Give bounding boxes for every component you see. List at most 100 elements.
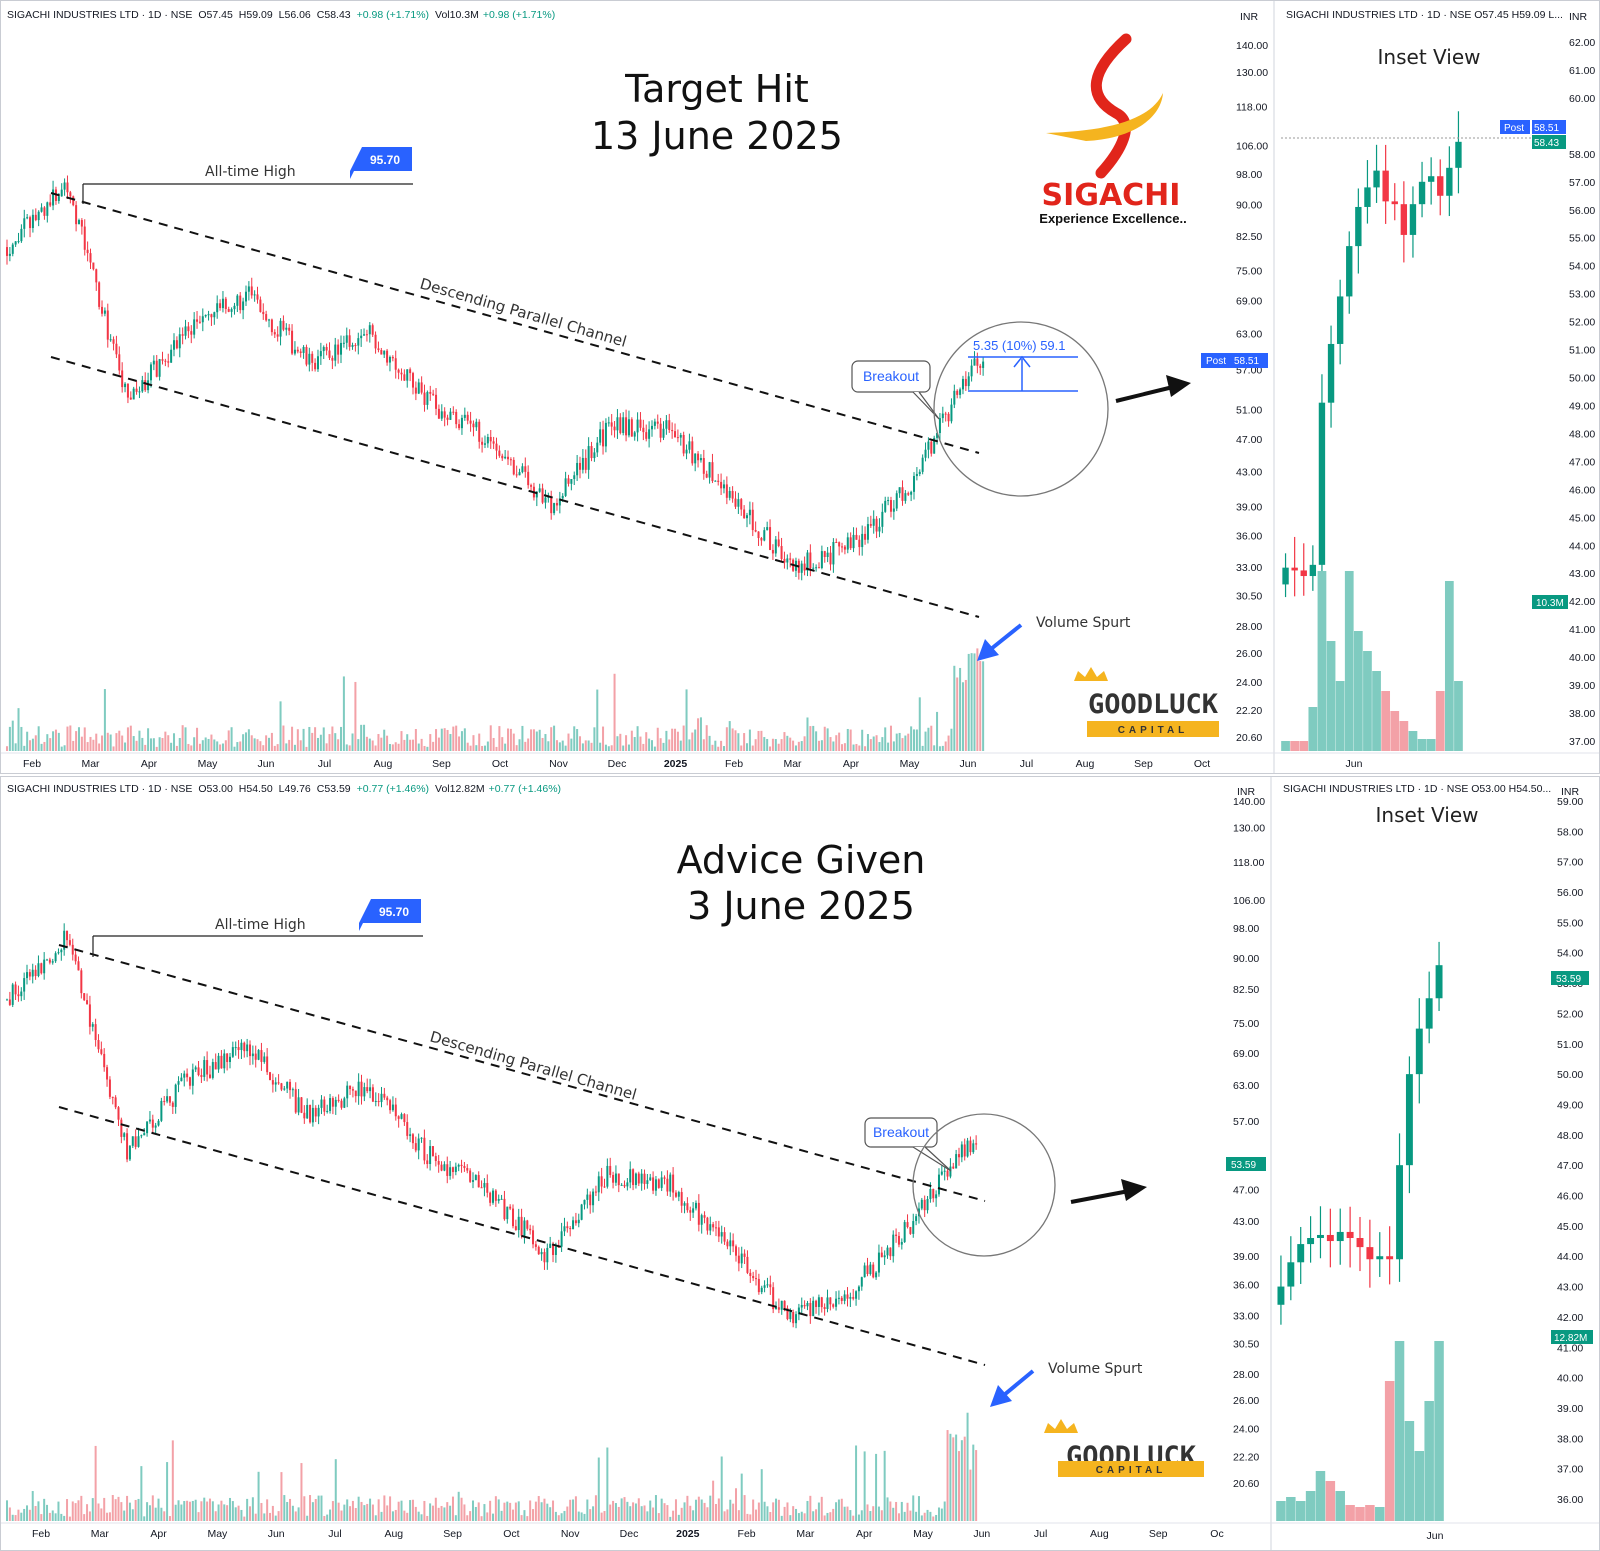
volume-bar — [337, 739, 340, 751]
candle-body — [452, 411, 455, 413]
candle-body — [732, 1240, 735, 1247]
candle-body — [720, 481, 723, 489]
candle-body — [57, 952, 60, 954]
volume-bar — [570, 738, 573, 751]
candle-body — [29, 217, 32, 229]
candle-body — [5, 247, 9, 256]
volume-bar — [806, 1500, 809, 1521]
candle-body — [846, 537, 849, 550]
inset-candle-body — [1277, 1286, 1285, 1305]
candle-body — [466, 414, 469, 421]
candle-body — [214, 1062, 217, 1070]
candle-body — [792, 1312, 795, 1324]
goodluck-sub: CAPITAL — [1096, 1465, 1167, 1476]
volume-bar — [543, 1498, 546, 1521]
volume-bar — [426, 746, 429, 751]
volume-bar — [797, 1513, 800, 1521]
candle-body — [423, 392, 426, 405]
candle-body — [108, 1079, 111, 1097]
candle-body — [504, 456, 507, 459]
candle-body — [909, 1227, 912, 1234]
chart-svg-top[interactable]: SIGACHI INDUSTRIES LTD · 1D · NSE O57.45 H… — [1, 1, 1600, 774]
channel-lower-line — [50, 356, 980, 618]
candle-body — [368, 325, 371, 335]
volume-bar — [203, 1497, 206, 1521]
candle-body — [194, 1067, 197, 1070]
candle-body — [308, 353, 311, 365]
volume-bar — [434, 1497, 437, 1521]
price-tick-label: 82.50 — [1236, 231, 1262, 243]
inset-volume-bar — [1399, 721, 1409, 751]
candle-body — [426, 391, 429, 405]
candle-body — [414, 387, 417, 394]
candle-body — [507, 456, 510, 460]
volume-bar — [183, 1501, 186, 1521]
volume-bar — [66, 1499, 69, 1521]
inset-candle-body — [1317, 1234, 1324, 1239]
inset-price-tick: 58.00 — [1569, 149, 1595, 161]
volume-bar — [806, 717, 809, 751]
volume-bar — [89, 736, 92, 751]
volume-bar — [775, 1498, 778, 1521]
volume-bar — [823, 1515, 826, 1521]
candle-body — [231, 1047, 234, 1057]
candle-body — [912, 1221, 915, 1234]
candle-body — [772, 1287, 775, 1310]
volume-bar — [210, 734, 213, 751]
volume-bar — [674, 1499, 677, 1521]
candle-body — [340, 1100, 343, 1108]
candle-body — [607, 422, 610, 424]
candle-body — [676, 437, 679, 439]
candle-body — [757, 531, 760, 539]
candle-body — [406, 369, 409, 381]
volume-bar — [676, 731, 679, 751]
candle-body — [932, 1188, 935, 1199]
volume-bar — [458, 736, 461, 751]
candle-body — [449, 411, 452, 420]
volume-bar — [489, 1500, 492, 1521]
candle-body — [852, 534, 855, 549]
inset-price-tick: 50.00 — [1569, 373, 1595, 385]
inset-volume-bar — [1325, 1481, 1336, 1521]
candle-body — [849, 1297, 852, 1299]
inset-volume-bar — [1414, 1451, 1425, 1521]
candle-body — [817, 567, 821, 569]
title-line1: Target Hit — [624, 67, 809, 111]
candle-body — [907, 493, 910, 495]
volume-bar — [889, 1501, 892, 1521]
inset-candle-body — [1364, 187, 1371, 207]
volume-bar — [526, 1516, 529, 1521]
volume-bar — [812, 725, 815, 751]
inset-volume-bar — [1417, 739, 1427, 751]
candle-body — [668, 420, 671, 430]
volume-bar — [512, 1509, 515, 1521]
candle-body — [174, 1084, 177, 1107]
candle-body — [198, 321, 201, 323]
candle-body — [936, 433, 939, 438]
volume-bar — [637, 1498, 640, 1521]
currency-label: INR — [1240, 11, 1259, 23]
price-tick-label: 140.00 — [1236, 40, 1268, 52]
candle-body — [46, 202, 49, 216]
chart-svg-bottom[interactable]: SIGACHI INDUSTRIES LTD · 1D · NSE O53.00 H… — [1, 777, 1600, 1551]
candle-body — [486, 1182, 489, 1193]
candle-body — [697, 453, 700, 461]
inset-price-tick: 40.00 — [1569, 652, 1595, 664]
candle-body — [826, 552, 829, 558]
candle-body — [291, 1089, 294, 1091]
volume-bar — [580, 1512, 583, 1521]
inset-month-label: Jun — [1346, 758, 1363, 770]
volume-bar — [607, 746, 610, 751]
candle-body — [506, 1206, 509, 1220]
inset-candle-body — [1309, 564, 1317, 577]
candle-body — [800, 563, 803, 573]
month-label: Aug — [1076, 758, 1095, 770]
volume-bar — [705, 725, 708, 751]
candle-body — [806, 552, 809, 571]
volume-bar — [697, 1496, 700, 1521]
volume-bar — [769, 1512, 772, 1521]
candle-body — [858, 539, 861, 548]
volume-bar — [23, 1508, 26, 1521]
month-label: Apr — [141, 758, 158, 770]
volume-bar — [857, 1514, 860, 1521]
